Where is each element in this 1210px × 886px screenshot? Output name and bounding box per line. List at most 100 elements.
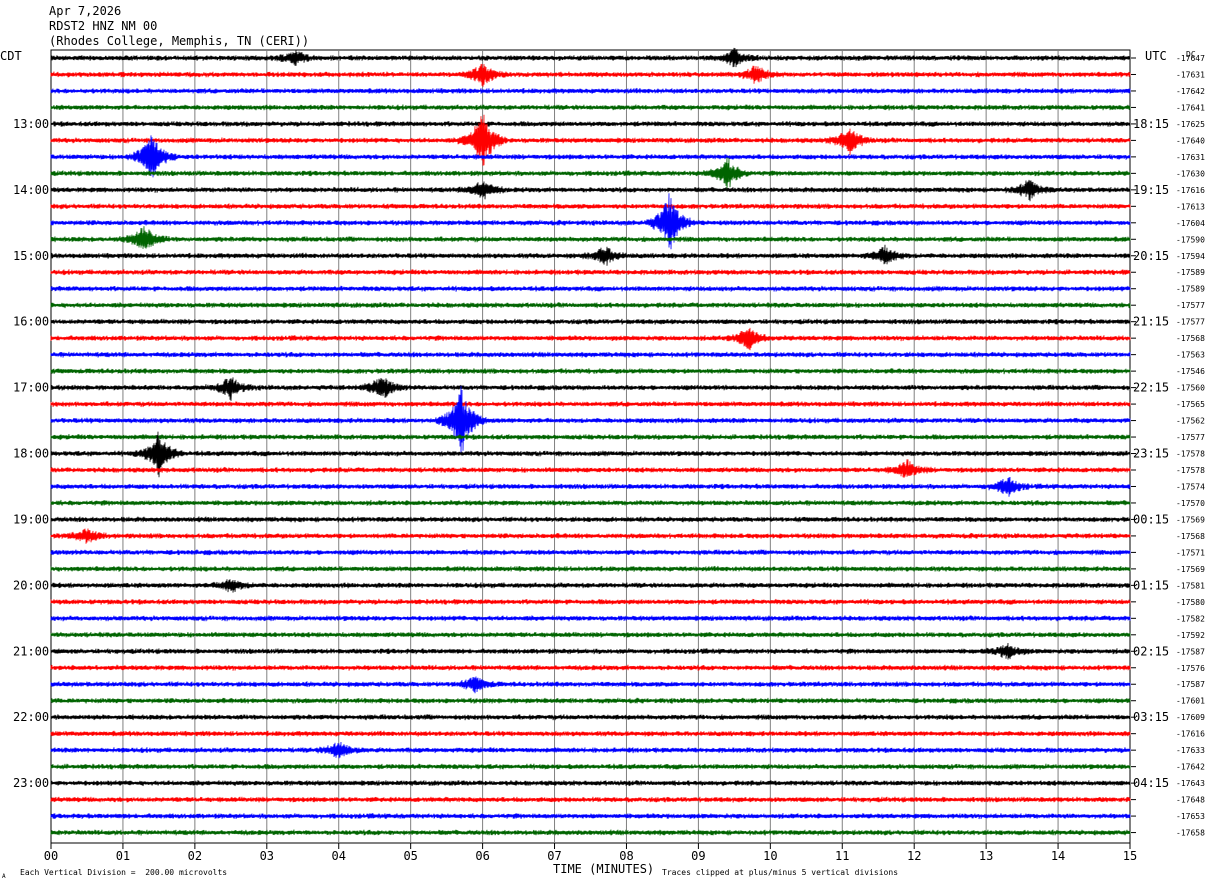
dc-offset-label: -17577 [1176,433,1205,442]
dc-offset-label: -17604 [1176,219,1205,228]
plot-frame [50,49,1131,844]
dc-offset-label: -17631 [1176,70,1205,79]
dc-offset-label: -17589 [1176,268,1205,277]
seismic-trace [50,813,1131,820]
utc-hour-label: 19:15 [1133,183,1169,197]
utc-hour-label: 02:15 [1133,644,1169,658]
site-label: (Rhodes College, Memphis, TN (CERI)) [49,34,310,48]
dc-offset-label: -17630 [1176,169,1205,178]
utc-hour-label: 01:15 [1133,578,1169,592]
utc-hour-label: 03:15 [1133,710,1169,724]
utc-axis-label: UTC [1145,49,1167,63]
seismic-trace [50,730,1131,737]
utc-hour-label: 21:15 [1133,315,1169,329]
dc-offset-label: -17571 [1176,548,1205,557]
dc-offset-label: -17625 [1176,120,1205,129]
dc-offset-label: -17633 [1176,746,1205,755]
cdt-hour-label: 20:00 [13,578,49,592]
dc-offset-label: -17569 [1176,565,1205,574]
x-tick-label: 01 [116,849,130,863]
dc-offset-label: -17565 [1176,400,1205,409]
dc-offset-label: -17560 [1176,384,1205,393]
seismic-trace [50,434,1131,441]
x-tick-label: 00 [44,849,58,863]
x-tick-label: 04 [332,849,346,863]
dc-offset-label: -17642 [1176,87,1205,96]
dc-offset-label: -17568 [1176,334,1205,343]
seismic-trace [50,829,1131,836]
dc-offset-label: -17616 [1176,186,1205,195]
seismic-trace [50,476,1131,497]
seismic-trace [50,664,1131,671]
scale-note: Each Vertical Division = 200.00 microvol… [20,868,228,877]
seismic-trace [50,285,1131,292]
dc-label: DC [1186,50,1196,59]
dc-offset-label: -17642 [1176,763,1205,772]
seismic-trace [50,565,1131,572]
x-tick-label: 08 [619,849,633,863]
dc-offset-label: -17578 [1176,466,1205,475]
dc-offset-label: -17587 [1176,647,1205,656]
seismic-trace [50,135,1131,178]
x-tick-label: 09 [691,849,705,863]
seismic-trace [50,763,1131,770]
dc-offset-label: -17570 [1176,499,1205,508]
clip-note: Traces clipped at plus/minus 5 vertical … [662,868,899,877]
cdt-hour-label: 17:00 [13,381,49,395]
seismic-trace [50,377,1131,401]
seismic-trace [50,244,1131,266]
x-tick-label: 02 [188,849,202,863]
seismic-trace [50,528,1131,544]
station-label: RDST2 HNZ NM 00 [49,19,158,33]
cdt-hour-label: 23:00 [13,776,49,790]
cdt-hour-label: 13:00 [13,117,49,131]
dc-offset-label: -17640 [1176,136,1205,145]
seismic-trace [50,269,1131,276]
x-axis-title: TIME (MINUTES) [553,862,655,876]
dc-offset-label: -17647 [1176,54,1205,63]
cdt-hour-label: 15:00 [13,249,49,263]
dc-offset-label: -17609 [1176,713,1205,722]
seismic-trace [50,47,1131,68]
seismic-trace [50,642,1131,660]
dc-offset-label: -17582 [1176,614,1205,623]
seismic-trace [50,203,1131,210]
dc-offset-label: -17641 [1176,103,1205,112]
dc-offset-label: -17631 [1176,153,1205,162]
seismic-trace [50,87,1131,94]
seismic-trace [50,302,1131,309]
x-tick-label: 15 [1123,849,1137,863]
seismic-trace [50,226,1131,249]
seismic-trace [50,631,1131,638]
seismic-trace [50,714,1131,721]
dc-offset-label: -17653 [1176,812,1205,821]
seismic-trace [50,385,1131,454]
cdt-hour-label: 19:00 [13,512,49,526]
seismic-trace [50,327,1131,351]
dc-offset-label: -17613 [1176,202,1205,211]
cdt-hour-label: 14:00 [13,183,49,197]
dc-offset-label: -17563 [1176,351,1205,360]
seismic-trace [50,431,1131,478]
dc-offset-label: -17643 [1176,779,1205,788]
x-tick-label: 05 [403,849,417,863]
utc-hour-label: 00:15 [1133,512,1169,526]
utc-hour-label: 20:15 [1133,249,1169,263]
seismic-trace [50,63,1131,87]
utc-hour-label: 18:15 [1133,117,1169,131]
seismic-trace [50,120,1131,127]
dc-offset-label: -17590 [1176,235,1205,244]
cdt-hour-label: 21:00 [13,644,49,658]
dc-offset-label: -17648 [1176,796,1205,805]
seismic-trace [50,104,1131,111]
dc-offset-label: -17574 [1176,482,1205,491]
seismic-trace [50,516,1131,523]
seismic-trace [50,579,1131,593]
seismic-trace [50,676,1131,694]
dc-offset-label: -17577 [1176,301,1205,310]
cdt-hour-label: 16:00 [13,315,49,329]
seismic-trace [50,549,1131,556]
seismic-trace [50,114,1131,166]
seismic-trace [50,368,1131,375]
